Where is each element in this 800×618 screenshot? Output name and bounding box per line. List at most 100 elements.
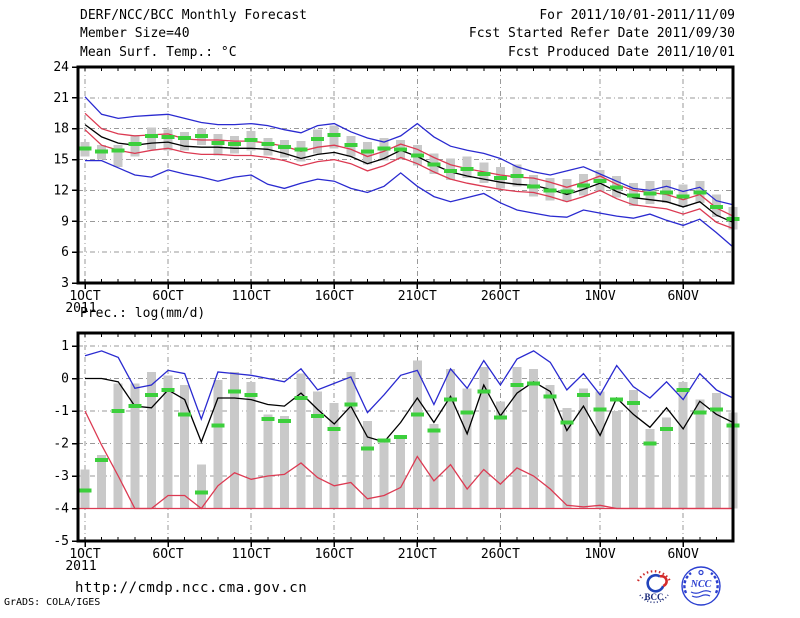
series-ensemble-min bbox=[84, 410, 733, 510]
spread-bar bbox=[479, 367, 489, 509]
spread-bar bbox=[313, 129, 323, 154]
verification-dash bbox=[95, 457, 109, 462]
verification-dash bbox=[643, 441, 657, 446]
y-tick-label: -3 bbox=[53, 469, 69, 484]
x-tick-label: 11OCT bbox=[232, 547, 271, 562]
spread-bar bbox=[612, 411, 622, 509]
bcc-logo: BCC bbox=[634, 565, 674, 605]
spread-bar bbox=[645, 428, 655, 509]
verification-dash bbox=[294, 396, 308, 400]
verification-dash bbox=[178, 135, 192, 140]
verification-dash bbox=[111, 148, 125, 153]
verification-dash bbox=[111, 409, 125, 413]
y-tick-label: 0 bbox=[61, 372, 69, 387]
x-tick-label: 26OCT bbox=[481, 289, 520, 304]
y-tick-label: 18 bbox=[53, 122, 69, 137]
verification-dash bbox=[576, 183, 590, 188]
x-tick-year: 2011 bbox=[65, 559, 96, 574]
verification-dash bbox=[527, 184, 541, 189]
verification-dash bbox=[610, 397, 624, 402]
verification-dash bbox=[477, 389, 491, 394]
spread-bar bbox=[562, 407, 572, 509]
member-size-label: Member Size=40 bbox=[80, 26, 190, 41]
verification-dash bbox=[543, 188, 557, 193]
verification-dash bbox=[360, 446, 374, 451]
verification-dash bbox=[427, 428, 441, 433]
verification-dash bbox=[128, 142, 142, 147]
forecast-period: For 2011/10/01-2011/11/09 bbox=[539, 8, 735, 23]
verification-dash bbox=[261, 417, 275, 422]
verification-dash bbox=[477, 171, 491, 176]
y-tick-label: 9 bbox=[61, 214, 69, 229]
verification-dash bbox=[709, 407, 723, 412]
verification-dash bbox=[493, 176, 507, 181]
y-tick-label: -1 bbox=[53, 404, 69, 419]
verification-dash bbox=[676, 194, 690, 199]
ncc-logo: NCC bbox=[681, 566, 721, 606]
verification-dash bbox=[194, 133, 208, 138]
spread-bar bbox=[180, 131, 190, 151]
spread-bar bbox=[246, 381, 256, 509]
y-tick-label: 12 bbox=[53, 183, 69, 198]
spread-bar bbox=[329, 125, 339, 149]
spread-bar bbox=[529, 368, 539, 509]
verification-dash bbox=[410, 412, 424, 417]
spread-bar bbox=[263, 137, 273, 156]
spread-bar bbox=[213, 380, 223, 509]
verification-dash bbox=[676, 387, 690, 392]
verification-dash bbox=[410, 153, 424, 158]
x-tick-label: 21OCT bbox=[398, 547, 437, 562]
verification-dash bbox=[394, 147, 408, 152]
spread-bar bbox=[146, 127, 156, 150]
fcst-started-date: Fcst Started Refer Date 2011/09/30 bbox=[468, 26, 735, 41]
verification-dash bbox=[643, 191, 657, 196]
y-tick-label: 3 bbox=[61, 276, 69, 291]
spread-bar bbox=[230, 372, 240, 509]
spread-bar bbox=[628, 389, 638, 509]
verification-dash bbox=[294, 147, 308, 152]
verification-dash bbox=[244, 138, 258, 143]
verification-dash bbox=[460, 166, 474, 171]
y-tick-label: -4 bbox=[53, 502, 69, 517]
spread-bar bbox=[263, 414, 273, 509]
spread-bar bbox=[711, 393, 721, 509]
verification-dash bbox=[327, 132, 341, 137]
x-tick-label: 16OCT bbox=[315, 547, 354, 562]
y-tick-label: 1 bbox=[61, 339, 69, 354]
x-tick-label: 16OCT bbox=[315, 289, 354, 304]
verification-dash bbox=[660, 426, 674, 431]
spread-bar bbox=[446, 368, 456, 509]
verification-dash bbox=[377, 438, 391, 443]
spread-bar bbox=[595, 391, 605, 509]
x-tick-label: 1OCT bbox=[69, 547, 100, 562]
verification-dash bbox=[178, 412, 192, 417]
verification-dash bbox=[211, 423, 225, 428]
spread-bar bbox=[429, 424, 439, 509]
verification-dash bbox=[261, 142, 275, 147]
ensemble-spread-bars bbox=[80, 360, 738, 509]
y-tick-label: -5 bbox=[53, 534, 69, 549]
y-tick-label: -2 bbox=[53, 437, 69, 452]
agency-logos: BCC NCC bbox=[632, 564, 723, 608]
verification-dash bbox=[144, 392, 158, 397]
series-mean-plus-spread bbox=[84, 112, 734, 217]
axis-frame bbox=[76, 65, 735, 285]
spread-bar bbox=[296, 373, 306, 509]
verification-dash bbox=[144, 133, 158, 138]
spread-bar bbox=[313, 391, 323, 509]
spread-bar bbox=[130, 383, 140, 509]
spread-bar bbox=[196, 464, 206, 509]
verification-dash bbox=[444, 168, 458, 173]
verification-dash bbox=[543, 394, 557, 399]
day-ticks bbox=[84, 67, 734, 283]
verification-dash bbox=[394, 435, 408, 439]
verification-dash bbox=[311, 413, 325, 418]
gridlines bbox=[78, 67, 733, 283]
verification-dash bbox=[78, 488, 92, 493]
verification-dash bbox=[327, 426, 341, 431]
verification-dash bbox=[311, 137, 325, 141]
axis-frame bbox=[76, 331, 735, 543]
